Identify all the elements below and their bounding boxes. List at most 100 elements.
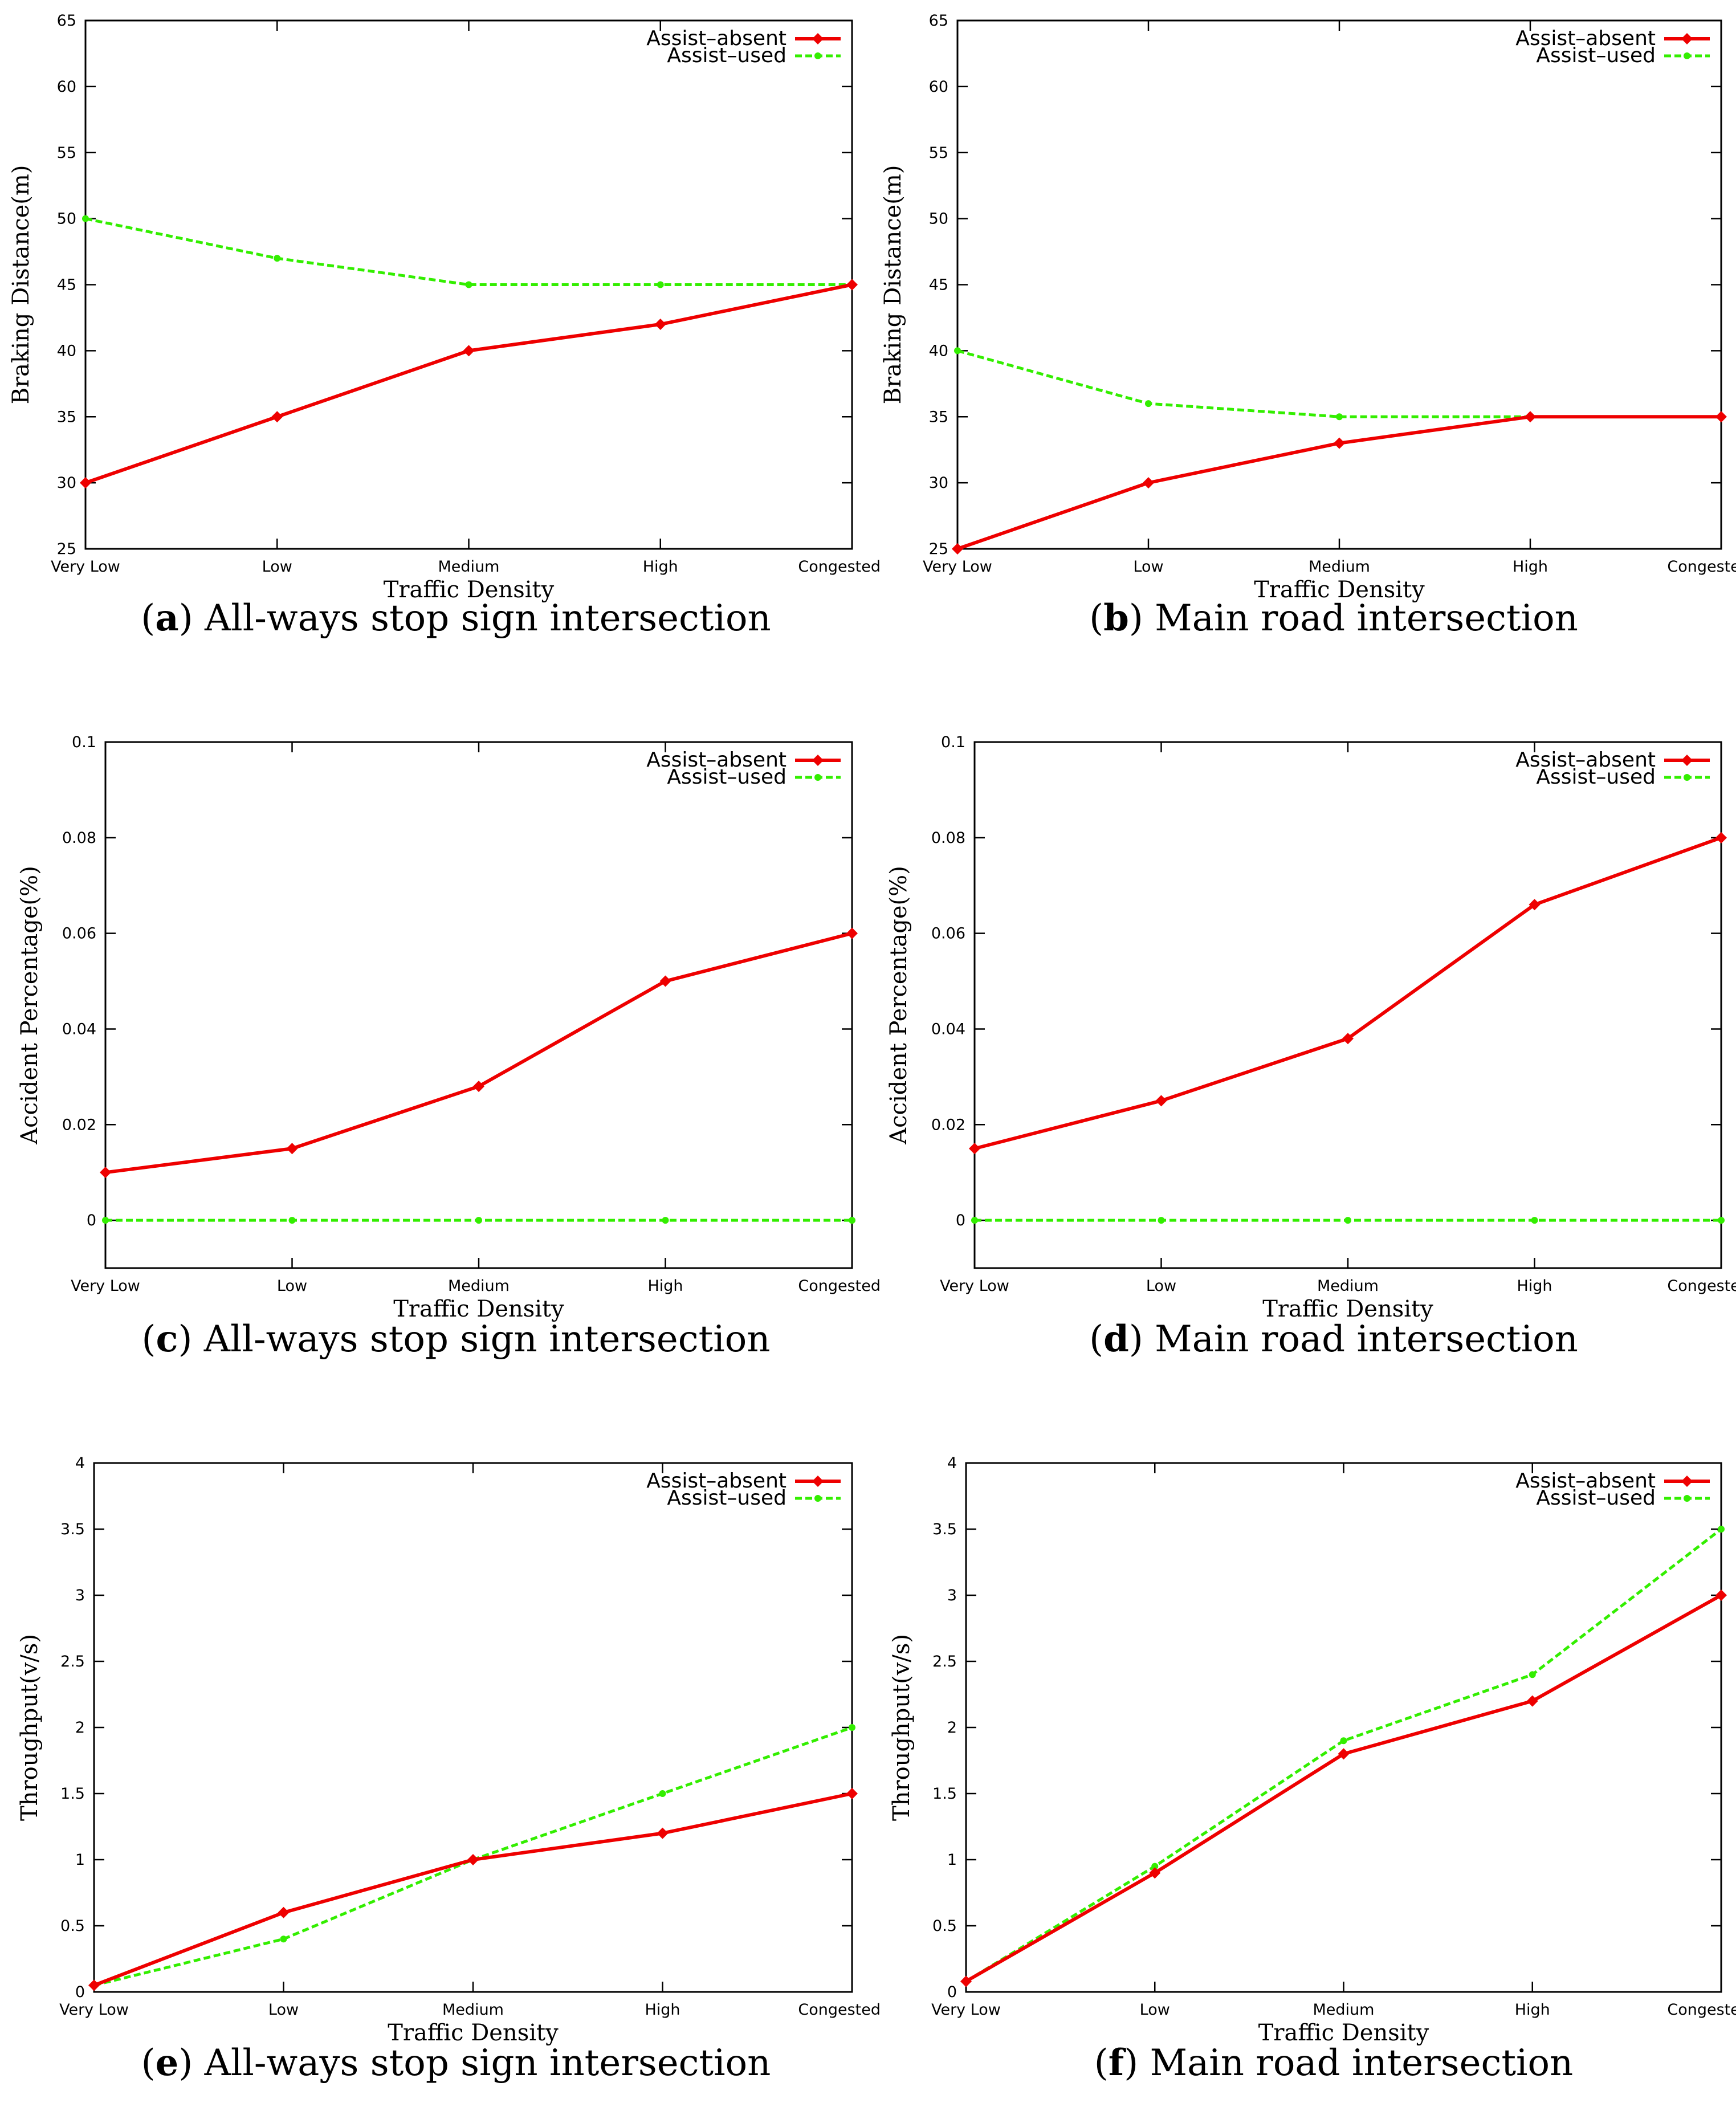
legend-marker-assist-used <box>1684 774 1690 781</box>
data-point-assist-absent <box>846 927 858 939</box>
caption-label: (d) <box>1089 1318 1143 1360</box>
data-point-assist-used <box>1340 1737 1347 1745</box>
y-tick-label: 1 <box>75 1851 85 1869</box>
data-point-assist-used <box>1336 413 1343 421</box>
legend-marker-assist-absent <box>812 755 824 766</box>
data-point-assist-used <box>1718 1217 1725 1224</box>
series-line-assist-absent <box>85 283 853 484</box>
x-tick-label: Congested <box>1667 2001 1736 2019</box>
y-tick-label: 60 <box>929 78 948 96</box>
data-point-assist-used <box>274 255 281 262</box>
x-tick-label: Low <box>262 558 292 576</box>
legend-marker-assist-used <box>1684 1495 1690 1502</box>
y-tick-label: 3.5 <box>60 1521 85 1538</box>
data-point-assist-used <box>849 1217 855 1224</box>
y-tick-label: 40 <box>929 342 948 360</box>
x-tick-label: Congested <box>798 558 881 576</box>
series-line-assist-absent <box>105 931 853 1175</box>
caption-label: (f) <box>1094 2041 1139 2084</box>
y-axis-label: Throughput(v/s) <box>17 1634 43 1821</box>
x-tick-label: Medium <box>1309 558 1370 576</box>
x-axis-label: Traffic Density <box>388 2020 559 2046</box>
y-tick-label: 4 <box>75 1454 85 1472</box>
y-tick-label: 55 <box>57 144 76 162</box>
chart-panel-d: 0 0.02 0.04 0.06 0.08 0.1 Very Low Low Medium Hig… <box>886 734 1736 1322</box>
data-point-assist-absent <box>467 1854 479 1865</box>
data-point-assist-used <box>1145 400 1152 408</box>
data-point-assist-used <box>1718 1526 1725 1533</box>
caption-text: Main road intersection <box>1143 597 1578 639</box>
y-tick-label: 30 <box>57 474 76 492</box>
data-point-assist-absent <box>80 477 91 489</box>
x-axis-label: Traffic Density <box>1262 1296 1433 1322</box>
y-tick-label: 0.06 <box>62 925 96 943</box>
legend-label-assist-absent: Assist–absent <box>646 27 787 50</box>
data-point-assist-absent <box>952 543 963 555</box>
y-tick-label: 0.08 <box>62 829 96 847</box>
x-tick-label: Congested <box>798 2001 881 2019</box>
data-point-assist-used <box>849 1724 855 1731</box>
caption-f: (f) Main road intersection <box>1094 2041 1574 2084</box>
x-tick-label: High <box>1513 558 1548 576</box>
series-line-assist-absent <box>957 415 1721 551</box>
data-point-assist-used <box>971 1217 978 1224</box>
legend-label-assist-used: Assist–used <box>1536 1486 1656 1510</box>
data-point-assist-used <box>1151 1863 1159 1870</box>
y-tick-label: 1 <box>947 1851 957 1869</box>
data-point-assist-absent <box>659 975 671 987</box>
x-tick-label: Congested <box>1667 1277 1736 1295</box>
data-point-assist-absent <box>286 1143 298 1155</box>
y-tick-label: 0.02 <box>931 1116 965 1134</box>
data-point-assist-used <box>1344 1217 1351 1224</box>
data-point-assist-used <box>465 281 472 288</box>
caption-text: Main road intersection <box>1143 1318 1578 1360</box>
y-tick-label: 30 <box>929 474 948 492</box>
data-point-assist-used <box>288 1217 296 1224</box>
x-tick-label: Very Low <box>51 558 120 576</box>
data-point-assist-absent <box>1715 832 1727 843</box>
plot-frame <box>104 741 853 1269</box>
data-point-assist-used <box>1529 1671 1536 1678</box>
y-tick-label: 2 <box>947 1719 957 1737</box>
y-tick-label: 2.5 <box>60 1653 85 1670</box>
y-tick-label: 65 <box>57 12 76 30</box>
legend-marker-assist-absent <box>1681 755 1693 766</box>
y-tick-label: 2 <box>75 1719 85 1737</box>
y-tick-label: 0.04 <box>62 1020 96 1038</box>
series-line-assist-absent <box>974 836 1722 1151</box>
legend-marker-assist-used <box>814 52 821 59</box>
y-tick-label: 25 <box>57 540 76 558</box>
y-tick-label: 1.5 <box>60 1785 85 1803</box>
data-point-assist-absent <box>1155 1095 1167 1107</box>
legend-marker-assist-absent <box>1681 1476 1693 1487</box>
y-tick-label: 0.06 <box>931 925 965 943</box>
caption-c: (c) All-ways stop sign intersection <box>142 1318 771 1360</box>
legend-label-assist-absent: Assist–absent <box>1515 748 1656 772</box>
legend-label-assist-absent: Assist–absent <box>646 1469 787 1493</box>
caption-a: (a) All-ways stop sign intersection <box>141 597 771 639</box>
data-point-assist-absent <box>846 1788 858 1799</box>
data-point-assist-absent <box>1338 1748 1350 1760</box>
x-axis-label: Traffic Density <box>1254 577 1425 603</box>
data-point-assist-absent <box>969 1143 980 1155</box>
data-point-assist-absent <box>473 1081 484 1093</box>
plot-frame <box>93 1462 853 1993</box>
data-point-assist-used <box>280 1935 287 1943</box>
caption-label: (c) <box>141 1318 193 1360</box>
x-tick-label: High <box>1515 2001 1550 2019</box>
y-tick-label: 40 <box>57 342 76 360</box>
data-point-assist-absent <box>960 1975 972 1987</box>
x-tick-label: Very Low <box>931 2001 1001 2019</box>
x-tick-label: Medium <box>1313 2001 1375 2019</box>
legend-marker-assist-absent <box>812 33 824 44</box>
legend-marker-assist-used <box>814 1495 821 1502</box>
y-tick-label: 35 <box>57 408 76 426</box>
chart-panel-e: 0 0.5 1 1.5 2 2.5 3 3.5 4 Very Low Low Medium High Co… <box>17 1454 881 2046</box>
caption-text: All-ways stop sign intersection <box>193 2042 771 2084</box>
data-point-assist-used <box>475 1217 482 1224</box>
legend-label-assist-absent: Assist–absent <box>1515 27 1656 50</box>
x-tick-label: Low <box>268 2001 299 2019</box>
legend-label-assist-used: Assist–used <box>1536 44 1656 67</box>
data-point-assist-used <box>954 347 961 354</box>
x-tick-label: Low <box>1146 1277 1176 1295</box>
